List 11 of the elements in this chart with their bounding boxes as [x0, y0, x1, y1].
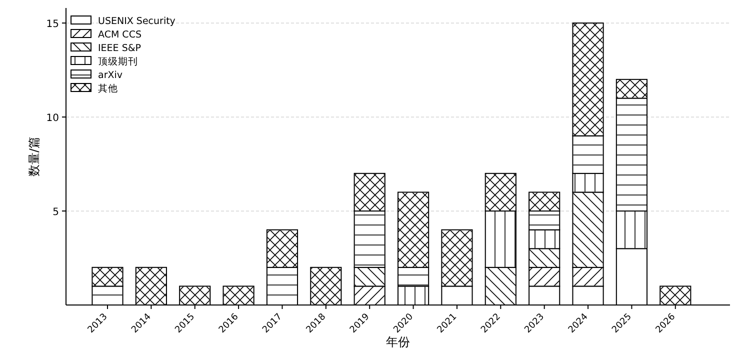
y-axis-title: 数量/篇: [27, 136, 41, 177]
legend-label: USENIX Security: [98, 16, 176, 27]
y-tick-label: 15: [46, 19, 59, 30]
legend-label: 顶级期刊: [98, 56, 138, 68]
legend-label: ACM CCS: [98, 30, 142, 40]
y-tick-label: 5: [52, 207, 59, 218]
legend-label: IEEE S&P: [98, 43, 142, 54]
legend-label: arXiv: [98, 70, 123, 81]
legend-label: 其他: [98, 82, 118, 94]
y-tick-label: 10: [46, 113, 59, 124]
x-axis-title: 年份: [386, 335, 410, 349]
